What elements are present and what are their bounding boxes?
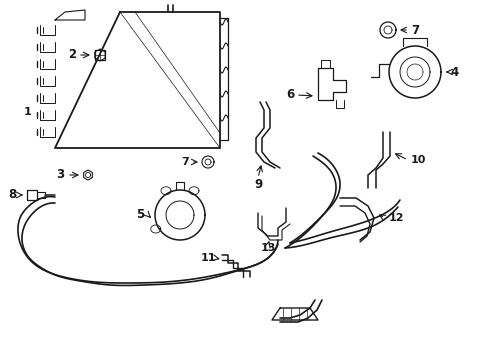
Text: 13: 13 (260, 243, 276, 253)
Text: 9: 9 (254, 179, 262, 192)
Text: 8: 8 (8, 189, 16, 202)
Text: 5: 5 (136, 208, 144, 221)
Text: 7: 7 (411, 23, 419, 36)
Text: 1: 1 (24, 107, 32, 117)
Text: 11: 11 (200, 253, 216, 263)
Text: 4: 4 (451, 66, 459, 78)
Text: 6: 6 (286, 89, 294, 102)
Text: 2: 2 (68, 49, 76, 62)
Text: 10: 10 (410, 155, 426, 165)
Text: 3: 3 (56, 168, 64, 181)
Text: 7: 7 (181, 157, 189, 167)
Text: 12: 12 (388, 213, 404, 223)
